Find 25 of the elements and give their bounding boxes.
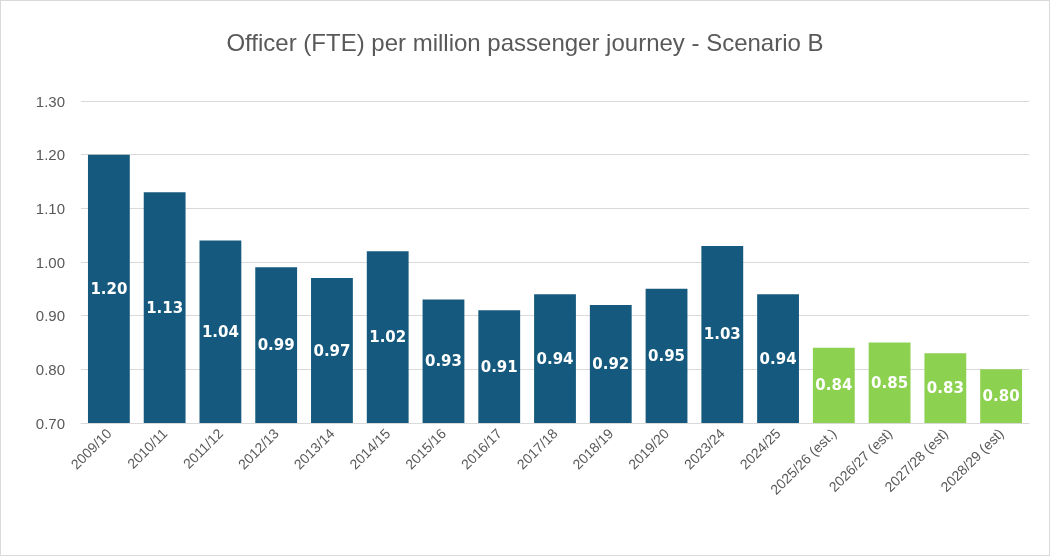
- data-label: 1.13: [146, 298, 184, 317]
- data-label: 0.95: [648, 346, 686, 365]
- data-label: 0.93: [424, 352, 462, 371]
- data-label: 1.04: [201, 322, 239, 341]
- y-tick-label: 0.90: [35, 307, 65, 325]
- data-label: 1.20: [90, 279, 128, 298]
- data-label: 0.97: [313, 341, 351, 360]
- data-label: 0.84: [815, 376, 853, 395]
- y-tick-label: 0.80: [35, 360, 65, 378]
- y-tick-label: 1.20: [35, 146, 65, 164]
- data-label: 1.03: [703, 325, 741, 344]
- data-label: 0.99: [257, 336, 295, 355]
- data-label: 1.02: [369, 328, 407, 347]
- data-label: 0.94: [536, 349, 574, 368]
- y-tick-label: 1.10: [35, 199, 65, 217]
- y-tick-label: 0.70: [35, 414, 65, 432]
- data-label: 0.94: [759, 349, 797, 368]
- data-label: 0.91: [480, 357, 518, 376]
- data-label: 0.85: [871, 373, 909, 392]
- data-label: 0.92: [592, 354, 630, 373]
- y-tick-label: 1.00: [35, 253, 65, 271]
- y-tick-label: 1.30: [35, 92, 65, 110]
- data-label: 0.83: [926, 379, 964, 398]
- data-label: 0.80: [982, 387, 1020, 406]
- chart-title: Officer (FTE) per million passenger journey - Scenario B: [226, 28, 824, 56]
